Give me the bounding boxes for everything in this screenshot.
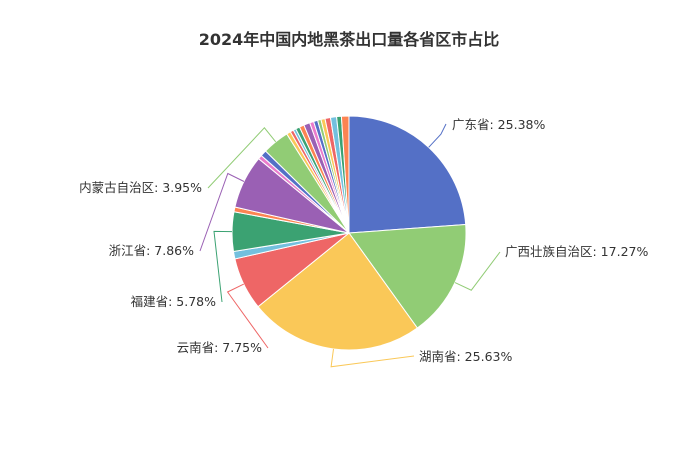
label-line-云南省: [226, 283, 269, 349]
chart-title: 2024年中国内地黑茶出口量各省区市占比: [198, 30, 500, 49]
label-line-福建省: [213, 230, 233, 303]
slice-label-广西壮族自治区: 广西壮族自治区: 17.27%: [505, 244, 648, 259]
slice-label-广东省: 广东省: 25.38%: [452, 117, 545, 132]
label-line-浙江省: [199, 172, 245, 252]
slice-label-福建省: 福建省: 5.78%: [131, 294, 217, 309]
pie-slice-广东省[interactable]: [348, 115, 467, 234]
label-line-广西壮族自治区: [454, 251, 501, 291]
slice-label-内蒙古自治区: 内蒙古自治区: 3.95%: [79, 180, 202, 195]
label-line-湖南省: [330, 348, 415, 368]
slice-label-云南省: 云南省: 7.75%: [177, 340, 263, 355]
pie-slice-广西壮族自治区[interactable]: [348, 224, 467, 329]
pie-slice-湖南省[interactable]: [257, 232, 419, 351]
label-line-内蒙古自治区: [207, 127, 277, 189]
pie-slice-minor-18[interactable]: [340, 115, 350, 234]
slice-label-浙江省: 浙江省: 7.86%: [109, 243, 195, 258]
label-line-广东省: [428, 123, 447, 148]
slice-label-湖南省: 湖南省: 25.63%: [419, 349, 512, 364]
